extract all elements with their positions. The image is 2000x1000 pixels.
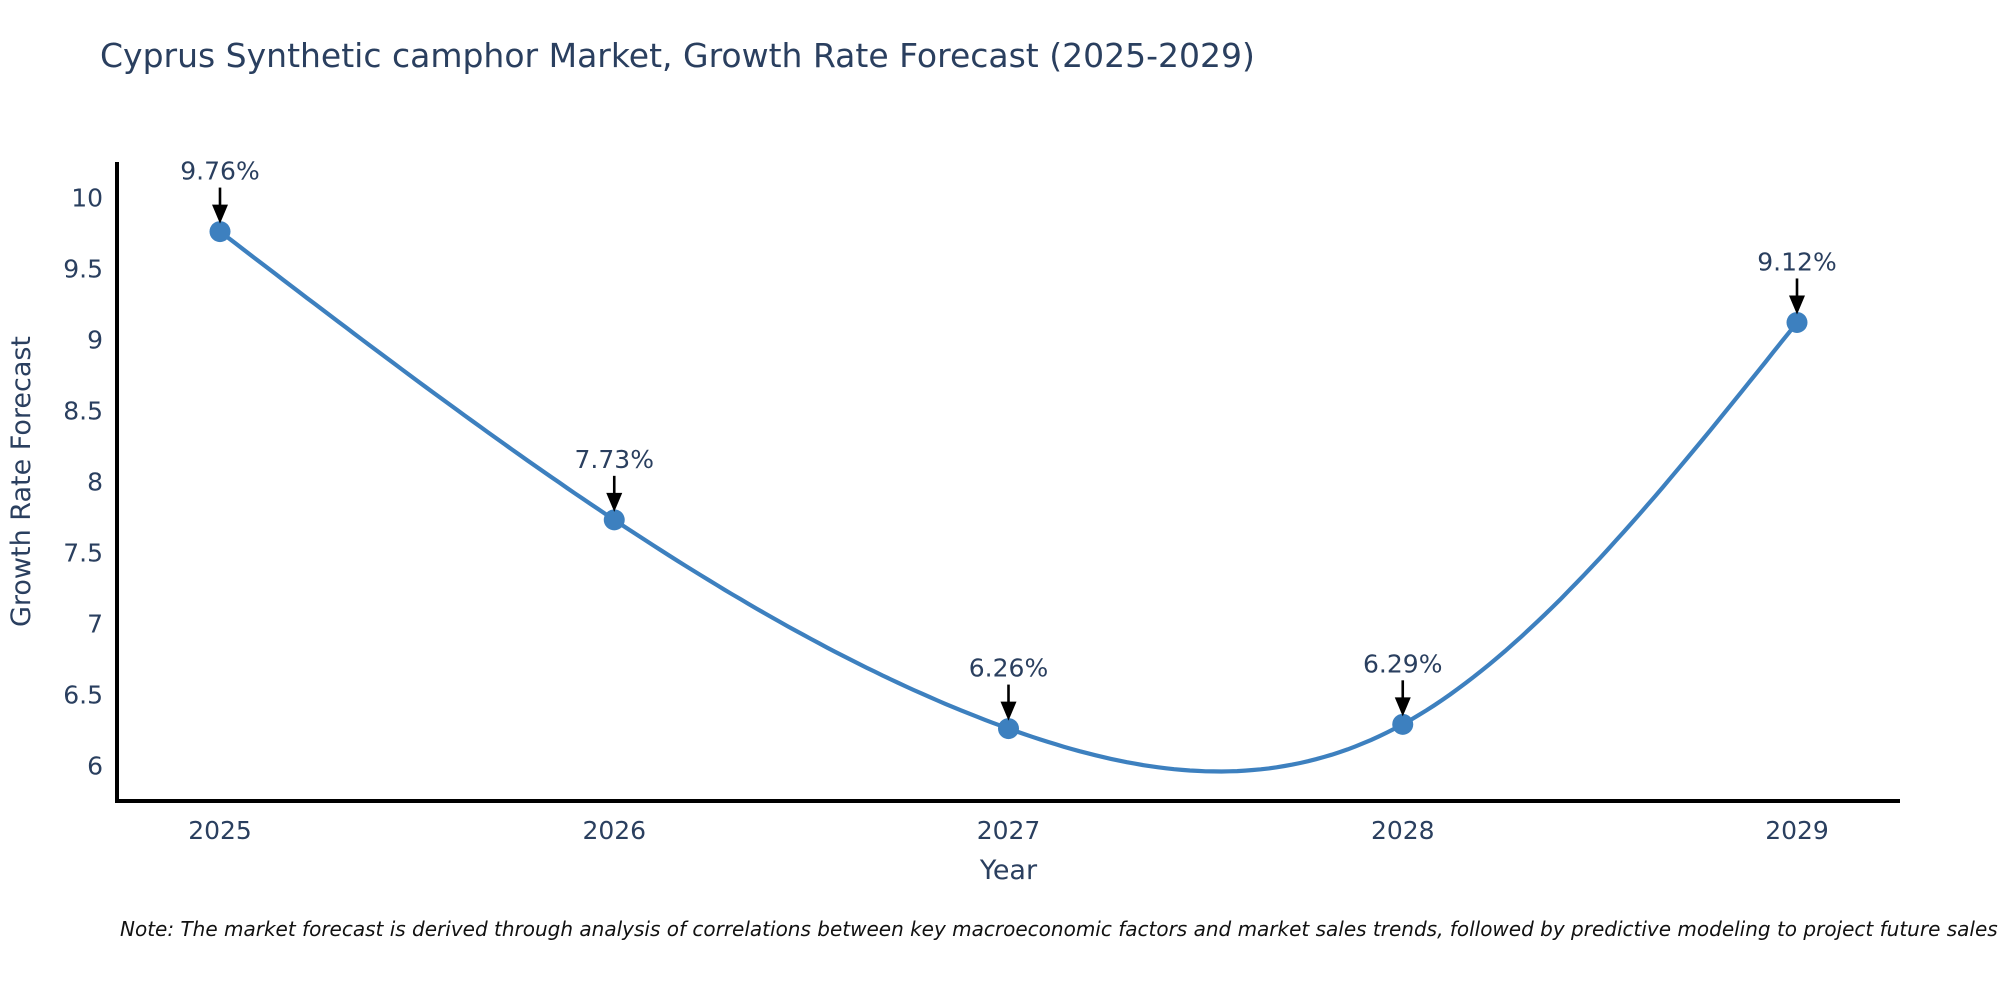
data-point-marker: [603, 509, 625, 531]
y-tick-label: 9.5: [63, 255, 103, 284]
y-tick-label: 9: [87, 326, 103, 355]
annotation-arrow-head: [1000, 701, 1017, 721]
annotation-arrow-head: [1789, 295, 1805, 315]
y-tick-label: 6: [87, 752, 103, 781]
data-point-marker: [1392, 713, 1414, 735]
annotation-arrow-head: [606, 492, 623, 512]
axis-spines: [115, 162, 1900, 803]
annotation-arrow-head: [212, 204, 228, 224]
data-point-label: 7.73%: [575, 445, 654, 474]
y-tick-label: 6.5: [63, 681, 103, 710]
chart-title: Cyprus Synthetic camphor Market, Growth …: [100, 36, 1255, 75]
x-tick-label: 2029: [1765, 816, 1829, 845]
y-tick-label: 8.5: [63, 397, 103, 426]
data-point-label: 9.76%: [180, 157, 259, 186]
x-tick-label: 2027: [977, 816, 1041, 845]
x-tick-label: 2028: [1371, 816, 1435, 845]
data-point-label: 9.12%: [1757, 247, 1836, 276]
y-axis-title: Growth Rate Forecast: [6, 336, 37, 627]
footnote: Note: The market forecast is derived thr…: [120, 917, 1998, 941]
annotation-arrow-head: [1394, 697, 1411, 717]
data-point-marker: [209, 221, 231, 243]
data-point-marker: [998, 718, 1019, 740]
y-tick-label: 7.5: [63, 539, 103, 568]
y-tick-label: 7: [87, 610, 103, 639]
y-tick-label: 10: [71, 184, 103, 213]
data-point-label: 6.29%: [1363, 649, 1442, 678]
data-point-marker: [1786, 311, 1808, 333]
x-tick-label: 2025: [188, 816, 252, 845]
x-axis-title: Year: [979, 855, 1038, 886]
data-point-label: 6.26%: [969, 654, 1048, 683]
x-tick-label: 2026: [582, 816, 646, 845]
y-tick-label: 8: [87, 468, 103, 497]
